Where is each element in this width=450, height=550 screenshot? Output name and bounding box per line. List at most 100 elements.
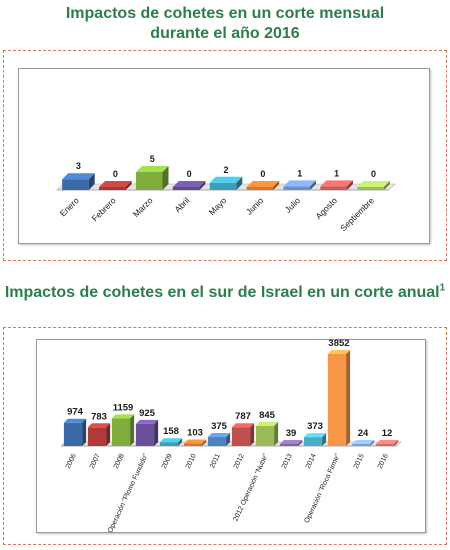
chart-2-value-label-6: 375 bbox=[211, 421, 228, 432]
chart-1-bar-7 bbox=[320, 180, 353, 190]
annual-chart-panel: 974 2006 783 2007 1159 2008 925 Operación "Plom… bbox=[36, 338, 426, 534]
chart-2-bar-0 bbox=[63, 418, 87, 446]
chart-2-category-label-13: 2016 bbox=[377, 453, 390, 470]
monthly-chart-frame bbox=[3, 50, 447, 261]
chart-2-bar-6 bbox=[207, 433, 231, 446]
monthly-title-line2: durante el año 2016 bbox=[150, 25, 300, 42]
bar-side bbox=[250, 423, 255, 446]
chart-1-value-label-7: 1 bbox=[334, 168, 339, 178]
bar-side bbox=[162, 166, 169, 190]
chart-1-value-label-6: 1 bbox=[297, 168, 302, 178]
bar-front bbox=[351, 444, 371, 446]
chart-1-category-label-1: Febrero bbox=[90, 195, 118, 223]
bar-top bbox=[209, 176, 243, 183]
chart-2-bar-4 bbox=[159, 438, 183, 446]
chart-2-category-label-10: 2014 bbox=[305, 453, 318, 470]
chart-2-value-label-7: 787 bbox=[235, 411, 251, 422]
bar-side bbox=[274, 421, 279, 446]
bar-top bbox=[327, 350, 351, 354]
bar-front bbox=[183, 443, 203, 446]
chart-2-value-label-5: 103 bbox=[187, 428, 203, 439]
bar-top bbox=[62, 173, 95, 180]
chart-1-bar-3 bbox=[172, 181, 206, 190]
bar-top bbox=[207, 433, 231, 438]
chart-2-bar-5 bbox=[183, 439, 207, 446]
chart-1-category-label-6: Julio bbox=[283, 195, 303, 215]
chart-1-bar-8 bbox=[357, 181, 390, 190]
bar-top bbox=[375, 440, 399, 444]
monthly-chart-title: Impactos de cohetes en un corte mensual … bbox=[0, 4, 450, 44]
bar-top bbox=[303, 433, 327, 438]
annual-chart-frame bbox=[3, 327, 447, 545]
bar-front bbox=[231, 427, 251, 446]
chart-2-value-label-2: 1159 bbox=[113, 402, 134, 413]
bar-top bbox=[255, 421, 279, 426]
bar-front bbox=[159, 442, 179, 446]
bar-front bbox=[279, 444, 299, 446]
chart-1-value-label-4: 2 bbox=[223, 165, 228, 175]
bar-side bbox=[226, 433, 231, 446]
bar-top bbox=[99, 181, 132, 187]
monthly-chart-panel: 3 Enero 0 Febrero 5 Marzo 0 Abril 2 Mayo 0 Junio 1 Ju… bbox=[18, 68, 430, 244]
bar-front bbox=[357, 187, 384, 190]
chart-2-bar-1 bbox=[87, 423, 111, 446]
chart-1-value-label-8: 0 bbox=[371, 169, 376, 179]
bar-front bbox=[320, 186, 347, 190]
chart-2-category-label-9: 2013 bbox=[281, 453, 294, 470]
bar-top bbox=[351, 440, 375, 444]
bar-top bbox=[87, 423, 111, 428]
bar-front bbox=[207, 437, 227, 446]
chart-2-value-label-11: 3852 bbox=[328, 338, 349, 349]
bar-front bbox=[87, 427, 107, 446]
bar-side bbox=[273, 181, 280, 190]
chart-2-category-label-0: 2006 bbox=[65, 453, 78, 470]
bar-front bbox=[135, 172, 163, 190]
bar-front bbox=[62, 179, 89, 190]
chart-2-value-label-10: 373 bbox=[307, 421, 323, 432]
bar-side bbox=[154, 419, 159, 446]
bar-front bbox=[246, 187, 274, 190]
monthly-chart-svg: 3 Enero 0 Febrero 5 Marzo 0 Abril 2 Mayo 0 Junio 1 Ju… bbox=[56, 154, 396, 233]
chart-2-category-label-7: 2012 bbox=[233, 453, 246, 470]
bar-side bbox=[88, 173, 95, 190]
bar-front bbox=[283, 186, 311, 190]
chart-2-category-label-1: 2007 bbox=[89, 453, 102, 470]
bar-side bbox=[346, 180, 353, 190]
chart-2-bar-8 bbox=[255, 421, 279, 446]
chart-1-bar-0 bbox=[62, 173, 95, 190]
monthly-title-line1: Impactos de cohetes en un corte mensual bbox=[65, 5, 385, 22]
bar-top bbox=[183, 439, 207, 444]
bar-top bbox=[279, 440, 303, 444]
chart-1-value-label-2: 5 bbox=[150, 154, 155, 164]
bar-side bbox=[370, 440, 375, 446]
bar-side bbox=[130, 414, 135, 446]
chart-1-category-label-0: Enero bbox=[58, 195, 81, 218]
bar-side bbox=[310, 180, 317, 190]
bar-top bbox=[357, 181, 390, 187]
annual-chart-title: Impactos de cohetes en el sur de Israel … bbox=[0, 283, 450, 303]
bar-top bbox=[231, 423, 255, 428]
bar-top bbox=[135, 419, 159, 424]
chart-1-value-label-3: 0 bbox=[187, 169, 192, 179]
chart-2-value-label-1: 783 bbox=[91, 411, 107, 422]
bar-front bbox=[135, 423, 155, 446]
bar-side bbox=[178, 438, 183, 446]
chart-2-category-label-6: 2011 bbox=[209, 453, 222, 470]
chart-1-category-label-3: Abril bbox=[172, 195, 191, 214]
bar-top bbox=[63, 418, 87, 423]
bar-top bbox=[135, 166, 169, 172]
chart-2-value-label-3: 925 bbox=[139, 408, 156, 419]
chart-2-bar-13 bbox=[375, 440, 399, 446]
bar-top bbox=[246, 181, 280, 187]
chart-1-value-label-0: 3 bbox=[76, 161, 81, 171]
chart-1-value-label-1: 0 bbox=[113, 169, 118, 179]
chart-1-category-label-5: Junio bbox=[244, 195, 266, 217]
bar-side bbox=[236, 176, 243, 190]
chart-2-value-label-13: 12 bbox=[382, 428, 393, 439]
bar-side bbox=[394, 440, 399, 446]
chart-2-bar-11 bbox=[327, 350, 351, 446]
bar-top bbox=[320, 180, 353, 187]
chart-1-category-label-4: Mayo bbox=[207, 195, 229, 217]
chart-2-value-label-4: 158 bbox=[163, 426, 179, 437]
chart-2-category-label-12: 2015 bbox=[353, 453, 366, 470]
